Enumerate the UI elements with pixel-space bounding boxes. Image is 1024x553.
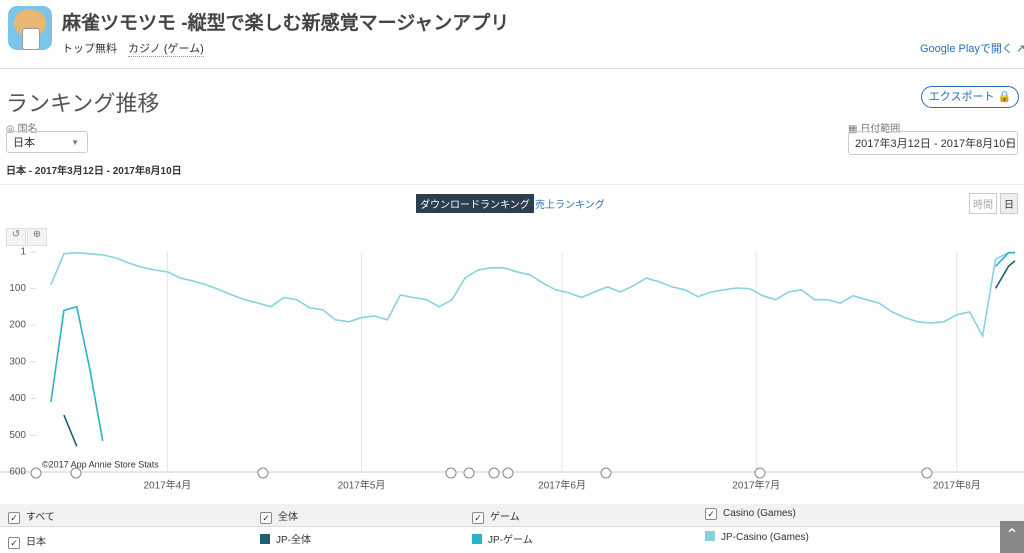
label: ▦ 日付範囲 (848, 124, 901, 135)
label-text: 日付範囲 (860, 124, 901, 135)
column-toggle[interactable]: ✓ すべて (8, 508, 55, 524)
tab-active[interactable]: ダウンロードランキング (416, 194, 534, 213)
event-marker (30, 467, 42, 479)
column-toggle[interactable]: ✓ 全体 (260, 508, 298, 524)
event-marker (502, 467, 514, 479)
checkbox[interactable]: ✓ (705, 508, 717, 520)
x-tick-label: 2017年7月 (732, 479, 780, 492)
legend-entry[interactable]: JP-全体 (260, 531, 311, 546)
store-link[interactable]: Google Playで開く ↗ (920, 43, 1024, 55)
legend-swatch (260, 534, 270, 544)
summary: 日本 - 2017年3月12日 - 2017年8月10日 (6, 166, 182, 177)
event-marker (488, 467, 500, 479)
legend-swatch (472, 534, 482, 544)
event-marker (754, 467, 766, 479)
date-select[interactable]: 2017年3月12日 - 2017年8月10日 ▼ (848, 131, 1018, 155)
checkbox[interactable]: ✓ (260, 512, 272, 524)
row-toggle[interactable]: ✓ 日本 (8, 533, 46, 549)
divider (0, 68, 1024, 69)
x-tick-label: 2017年4月 (143, 479, 191, 492)
tag[interactable]: カジノ (ゲーム) (128, 40, 204, 57)
divider (0, 184, 1024, 185)
section-title: ランキング推移 (6, 91, 160, 116)
series-line (50, 251, 1015, 339)
label-text: すべて (26, 512, 55, 523)
tab[interactable]: 売上ランキング (535, 200, 605, 211)
button-text: エクスポート (928, 91, 995, 103)
chart: ©2017 App Annie Store Stats 1 100 200 300 40… (0, 247, 1024, 492)
label-text: 国名 (17, 124, 38, 135)
checkbox[interactable]: ✓ (8, 512, 20, 524)
label-text: Casino (Games) (723, 508, 796, 519)
tag[interactable]: トップ無料 (62, 43, 117, 55)
label: ◎ 国名 (6, 124, 38, 135)
column-toggle[interactable]: ✓ Casino (Games) (705, 508, 796, 520)
legend-entry[interactable]: JP-ゲーム (472, 531, 533, 546)
app-title: 麻雀ツモツモ -縦型で楽しむ新感覚マージャンアプリ (62, 13, 510, 34)
credit: ©2017 App Annie Store Stats (42, 459, 159, 469)
x-tick-label: 2017年8月 (933, 479, 981, 492)
legend-table: ✓ すべて ✓ 全体 ✓ ゲーム ✓ Casino (Games) ✓ 日本 JP-全体 JP-ゲーム… (0, 500, 1024, 553)
select-text: 日本 (13, 137, 35, 149)
y-tick-label: 1 (20, 247, 26, 258)
checkbox[interactable]: ✓ (8, 537, 20, 549)
app-icon (8, 6, 52, 50)
event-marker (70, 467, 82, 479)
label-text: JP-全体 (276, 535, 311, 546)
y-tick-label: 300 (9, 356, 26, 367)
y-tick-label: 500 (9, 430, 26, 441)
scroll-top[interactable]: ⌃ (1000, 521, 1024, 553)
checkbox[interactable]: ✓ (472, 512, 484, 524)
select-text: 2017年3月12日 - 2017年8月10日 (855, 138, 1017, 150)
event-marker (921, 467, 933, 479)
legend-entry[interactable]: JP-Casino (Games) (705, 531, 809, 543)
series-line (50, 251, 1015, 441)
y-tick-label: 400 (9, 393, 26, 404)
y-tick-label: 100 (9, 283, 26, 294)
y-tick-label: 200 (9, 320, 26, 331)
country-select[interactable]: 日本 ▼ (6, 131, 88, 153)
label-text: JP-Casino (Games) (721, 532, 809, 543)
label-text: ゲーム (490, 512, 520, 523)
x-tick-label: 2017年6月 (538, 479, 586, 492)
link-text: Google Playで開く (920, 43, 1013, 55)
reset-button[interactable]: ↺ (6, 228, 26, 246)
y-tick-label: 600 (9, 467, 26, 478)
toggle[interactable]: 時間 (969, 193, 997, 214)
toggle[interactable]: 日 (1000, 193, 1018, 214)
event-marker (445, 467, 457, 479)
event-marker (600, 467, 612, 479)
zoom-button[interactable]: ⊕ (27, 228, 47, 246)
label-text: 日本 (26, 537, 46, 548)
export-button[interactable]: エクスポート 🔒 (921, 86, 1019, 108)
series-line (63, 260, 1016, 447)
label-text: 全体 (278, 512, 298, 523)
event-marker (463, 467, 475, 479)
legend-swatch (705, 531, 715, 541)
column-toggle[interactable]: ✓ ゲーム (472, 508, 520, 524)
x-tick-label: 2017年5月 (338, 479, 386, 492)
label-text: JP-ゲーム (488, 535, 533, 546)
event-marker (257, 467, 269, 479)
